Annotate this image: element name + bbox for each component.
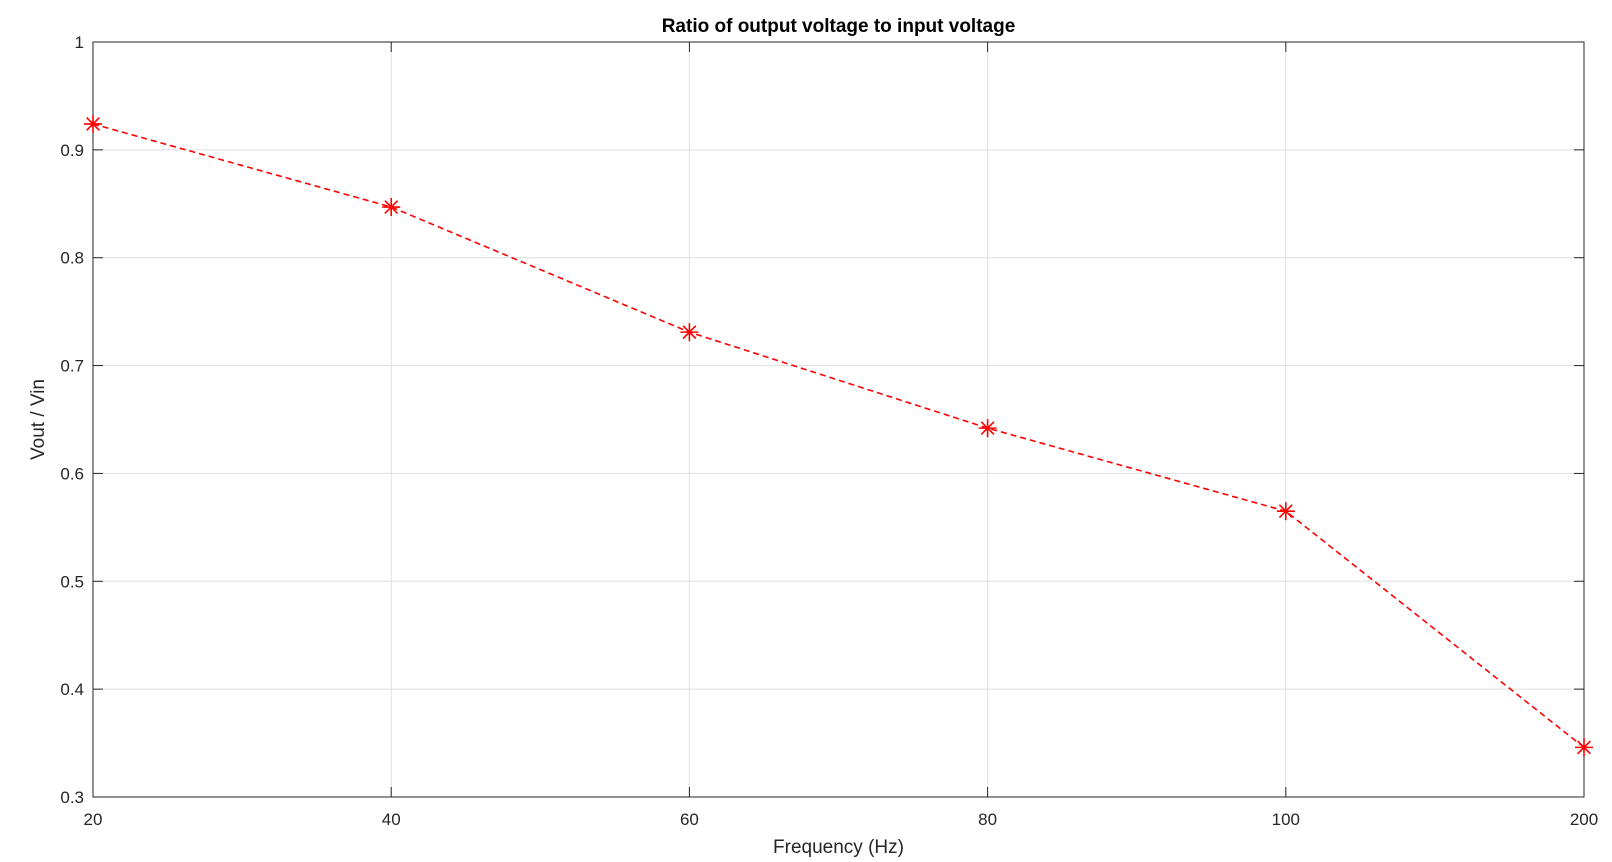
data-point-marker xyxy=(382,198,401,217)
data-point-marker xyxy=(680,323,699,342)
axes-box xyxy=(92,41,1585,798)
x-tick-label: 60 xyxy=(680,810,699,829)
x-tick-label: 40 xyxy=(382,810,401,829)
y-tick-label: 0.4 xyxy=(60,680,84,699)
data-point-marker xyxy=(1575,738,1593,757)
y-tick-label: 0.9 xyxy=(60,141,84,160)
y-tick-label: 0.8 xyxy=(60,249,84,268)
series-line xyxy=(92,123,1585,749)
x-tick-label: 100 xyxy=(1272,810,1300,829)
data-point-marker xyxy=(978,419,997,438)
y-axis-label: Vout / Vin xyxy=(28,379,49,460)
y-tick-label: 1 xyxy=(75,33,84,52)
x-tick-label: 80 xyxy=(978,810,997,829)
grid xyxy=(92,41,1585,798)
data-point-marker xyxy=(84,114,102,133)
ticks: 20 40 60 80 100 200 0.3 0.4 0.5 0.6 0.7 0.8 0.9 1 xyxy=(60,33,1598,829)
y-tick-label: 0.3 xyxy=(60,788,84,807)
x-tick-label: 20 xyxy=(84,810,103,829)
y-tick-label: 0.7 xyxy=(60,357,84,376)
data-series xyxy=(84,114,1593,757)
y-tick-label: 0.5 xyxy=(60,572,84,591)
data-point-marker xyxy=(1276,502,1295,521)
x-axis-label: Frequency (Hz) xyxy=(773,837,904,858)
x-tick-label: 200 xyxy=(1570,810,1598,829)
y-tick-label: 0.6 xyxy=(60,464,84,483)
chart-title: Ratio of output voltage to input voltage xyxy=(662,16,1016,37)
